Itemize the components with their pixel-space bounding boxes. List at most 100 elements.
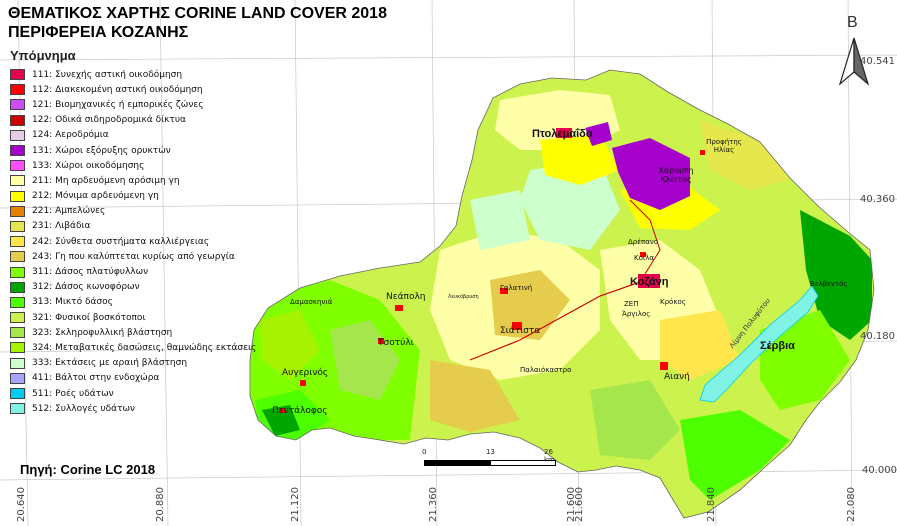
north-letter: B <box>847 14 858 31</box>
legend-label: 231: Λιβάδια <box>32 221 91 232</box>
legend-label: 124: Αεροδρόμια <box>32 130 109 141</box>
legend-item: 312: Δάσος κωνοφόρων <box>10 280 245 295</box>
legend-swatch <box>10 372 25 384</box>
place-label: Τσοτύλι <box>378 338 414 348</box>
legend-swatch <box>10 357 25 369</box>
legend-swatch <box>10 84 25 96</box>
legend-item: 313: Μικτό δάσος <box>10 295 245 310</box>
legend-label: 121: Βιομηχανικές ή εμπορικές ζώνες <box>32 99 204 110</box>
scale-tick: 0 <box>422 448 427 456</box>
title-line-1: ΘΕΜΑΤΙΚΟΣ ΧΑΡΤΗΣ CORINE LAND COVER 2018 <box>8 5 387 22</box>
legend-item: 333: Εκτάσεις με αραιή βλάστηση <box>10 356 245 371</box>
north-arrow-icon <box>838 37 870 86</box>
legend-heading: Υπόμνημα <box>10 48 76 63</box>
title-line-2: ΠΕΡΙΦΕΡΕΙΑ ΚΟΖΑΝΗΣ <box>8 24 189 41</box>
legend-item: 133: Χώροι οικοδόμησης <box>10 158 245 173</box>
legend-swatch <box>10 205 25 217</box>
latitude-label: 40.000 <box>862 465 897 476</box>
legend-item: 242: Σύνθετα συστήματα καλλιέργειας <box>10 234 245 249</box>
legend-list: 111: Συνεχής αστική οικοδόμηση 112: Διακε… <box>10 67 256 416</box>
legend-swatch <box>10 342 25 354</box>
place-label: Πεντάλοφος <box>272 406 328 416</box>
longitude-label: 22.080 <box>846 487 857 522</box>
longitude-label: 21.360 <box>428 487 439 522</box>
legend-item: 511: Ροές υδάτων <box>10 386 245 401</box>
legend-swatch <box>10 190 25 202</box>
legend-swatch <box>10 251 25 263</box>
region-boundary <box>249 69 875 519</box>
legend-item: 211: Μη αρδευόμενη αρόσιμη γη <box>10 173 245 188</box>
legend-item: 221: Αμπελώνες <box>10 204 245 219</box>
legend-swatch <box>10 99 25 111</box>
place-label: Κοίλα <box>634 254 654 262</box>
legend-label: 243: Γη που καλύπτεται κυρίως από γεωργί… <box>32 251 235 262</box>
legend-swatch <box>10 69 25 81</box>
place-label: Αιανή <box>664 372 690 382</box>
legend-label: 511: Ροές υδάτων <box>32 388 114 399</box>
legend-item: 122: Οδικά σιδηροδρομικά δίκτυα <box>10 113 245 128</box>
legend-label: 131: Χώροι εξόρυξης ορυκτών <box>32 145 171 156</box>
place-label: Χαρουπη Κλειτος <box>658 166 694 184</box>
north-arrow: B <box>832 14 876 94</box>
legend-swatch <box>10 236 25 248</box>
legend-swatch <box>10 160 25 172</box>
place-label: Κοζάνη <box>630 276 669 288</box>
latitude-label: 40.180 <box>860 331 895 342</box>
scale-segment <box>424 460 490 466</box>
place-label: Γαλατινή <box>500 284 533 292</box>
legend-swatch <box>10 175 25 187</box>
place-label: Σέρβια <box>760 340 795 352</box>
legend-item: 212: Μόνιμα αρδευόμενη γη <box>10 189 245 204</box>
place-label: Δρέπανο <box>628 238 659 246</box>
longitude-label: 21.600 <box>574 487 585 522</box>
legend-swatch <box>10 129 25 141</box>
longitude-label: 20.640 <box>16 487 27 522</box>
longitude-label: 21.120 <box>290 487 301 522</box>
legend-item: 121: Βιομηχανικές ή εμπορικές ζώνες <box>10 97 245 112</box>
legend-item: 231: Λιβάδια <box>10 219 245 234</box>
legend-item: 321: Φυσικοί βοσκότοποι <box>10 310 245 325</box>
legend-item: 311: Δάσος πλατύφυλλων <box>10 264 245 279</box>
legend-label: 323: Σκληροφυλλική βλάστηση <box>32 327 173 338</box>
legend-label: 311: Δάσος πλατύφυλλων <box>32 267 149 278</box>
place-label: Σιάτιστα <box>500 326 541 336</box>
legend-label: 211: Μη αρδευόμενη αρόσιμη γη <box>32 175 180 186</box>
legend-swatch <box>10 220 25 232</box>
legend-item: 131: Χώροι εξόρυξης ορυκτών <box>10 143 245 158</box>
longitude-label: 20.880 <box>155 487 166 522</box>
legend-swatch <box>10 296 25 308</box>
legend-swatch <box>10 388 25 400</box>
place-label: Κρόκος <box>660 298 686 306</box>
place-label: Αυγερινός <box>282 368 329 378</box>
legend-swatch <box>10 281 25 293</box>
legend-swatch <box>10 312 25 324</box>
legend-label: 122: Οδικά σιδηροδρομικά δίκτυα <box>32 115 186 126</box>
legend-label: 313: Μικτό δάσος <box>32 297 113 308</box>
map-title: ΘΕΜΑΤΙΚΟΣ ΧΑΡΤΗΣ CORINE LAND COVER 2018 … <box>8 4 387 42</box>
scale-tick: 13 <box>486 448 495 456</box>
legend-label: 133: Χώροι οικοδόμησης <box>32 160 145 171</box>
legend-label: 324: Μεταβατικές δασώσεις, θαμνώδης εκτά… <box>32 342 257 353</box>
source-note: Πηγή: Corine LC 2018 <box>20 462 156 477</box>
legend-label: 512: Συλλογές υδάτων <box>32 403 136 414</box>
scale-segment <box>490 460 556 466</box>
legend-swatch <box>10 327 25 339</box>
graticule-line <box>294 0 302 526</box>
legend-swatch <box>10 403 25 415</box>
legend-item: 323: Σκληροφυλλική βλάστηση <box>10 325 245 340</box>
legend-item: 112: Διακεκομένη αστική οικοδόμηση <box>10 82 245 97</box>
legend-item: 243: Γη που καλύπτεται κυρίως από γεωργί… <box>10 249 245 264</box>
legend-label: 111: Συνεχής αστική οικοδόμηση <box>32 69 183 80</box>
legend-swatch <box>10 266 25 278</box>
legend-label: 411: Βάλτοι στην ενδοχώρα <box>32 373 160 384</box>
latitude-label: 40.541 <box>860 56 895 67</box>
scale-bar: 0 13 26 km <box>422 448 556 472</box>
place-label: Προφήτης Ηλίας <box>706 138 742 154</box>
legend-label: 242: Σύνθετα συστήματα καλλιέργειας <box>32 236 210 247</box>
legend-label: 312: Δάσος κωνοφόρων <box>32 282 140 293</box>
graticule-line <box>159 0 169 526</box>
longitude-label: 21.840 <box>706 487 717 522</box>
legend-label: 212: Μόνιμα αρδευόμενη γη <box>32 191 159 202</box>
